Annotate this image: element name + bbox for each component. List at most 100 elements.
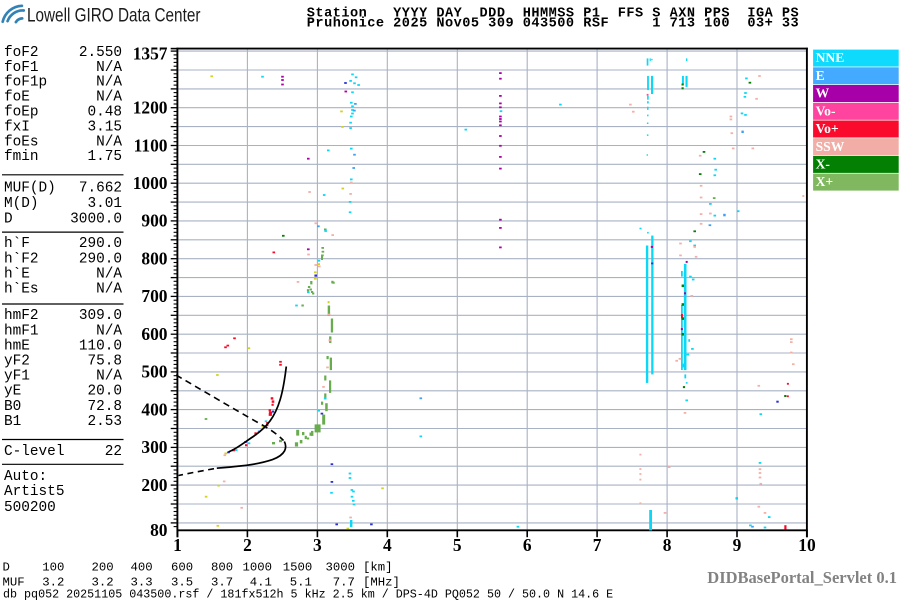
svg-text:3: 3 (313, 535, 322, 555)
svg-text:2: 2 (243, 535, 252, 555)
svg-text:fxI: fxI (4, 119, 30, 135)
svg-text:[MHz]: [MHz] (363, 576, 400, 590)
svg-text:7.662: 7.662 (79, 181, 122, 197)
svg-text:10: 10 (798, 535, 816, 555)
svg-text:D: D (4, 211, 13, 227)
svg-text:[km]: [km] (363, 561, 393, 575)
svg-text:Vo-: Vo- (816, 103, 836, 118)
svg-text:N/A: N/A (96, 369, 122, 385)
svg-text:Lowell GIRO Data Center: Lowell GIRO Data Center (27, 4, 201, 26)
svg-text:3.3: 3.3 (131, 576, 153, 590)
svg-text:Auto:: Auto: (4, 469, 47, 485)
svg-text:yE: yE (4, 384, 21, 400)
svg-text:foE: foE (4, 90, 30, 106)
svg-text:8: 8 (663, 535, 672, 555)
svg-text:290.0: 290.0 (79, 251, 122, 267)
svg-text:3.2: 3.2 (42, 576, 64, 590)
svg-text:3.7: 3.7 (211, 576, 233, 590)
svg-text:400: 400 (141, 399, 167, 419)
svg-text:72.8: 72.8 (87, 399, 122, 415)
svg-text:N/A: N/A (96, 134, 122, 150)
svg-text:3.15: 3.15 (87, 119, 122, 135)
svg-text:SSW: SSW (816, 139, 845, 154)
svg-text:300: 300 (141, 437, 167, 457)
svg-text:foF1p: foF1p (4, 75, 47, 91)
svg-text:1100: 1100 (134, 135, 168, 155)
svg-text:N/A: N/A (96, 282, 122, 298)
svg-text:D: D (3, 561, 10, 575)
svg-text:C-level: C-level (4, 444, 64, 460)
svg-text:Station YYYY DAY DDD HHMMS: Station YYYY DAY DDD HHMMSS P1 FFS S AXN… (307, 7, 799, 22)
svg-text:5: 5 (453, 535, 462, 555)
svg-text:1.75: 1.75 (87, 149, 122, 165)
svg-text:1200: 1200 (133, 98, 168, 118)
svg-text:800: 800 (211, 561, 233, 575)
svg-text:3.2: 3.2 (92, 576, 114, 590)
svg-text:DIDBasePortal_Servlet 0.1: DIDBasePortal_Servlet 0.1 (707, 568, 897, 587)
svg-text:2.53: 2.53 (87, 414, 122, 430)
svg-text:3000: 3000 (326, 561, 356, 575)
svg-text:W: W (816, 86, 830, 101)
svg-text:M(D): M(D) (4, 196, 39, 212)
svg-text:7.7: 7.7 (333, 576, 355, 590)
svg-text:yF2: yF2 (4, 354, 30, 370)
svg-text:N/A: N/A (96, 60, 122, 76)
svg-text:h`F2: h`F2 (4, 251, 39, 267)
svg-text:NNE: NNE (816, 50, 845, 65)
svg-text:22: 22 (105, 444, 122, 460)
svg-text:5.1: 5.1 (290, 576, 312, 590)
svg-text:700: 700 (141, 286, 167, 306)
svg-text:Artist5: Artist5 (4, 484, 64, 500)
svg-text:1500: 1500 (283, 561, 313, 575)
svg-text:2.550: 2.550 (79, 45, 122, 61)
svg-text:h`F: h`F (4, 236, 30, 252)
svg-text:1357: 1357 (133, 44, 168, 64)
svg-text:X-: X- (816, 157, 831, 172)
svg-text:fmin: fmin (4, 149, 39, 165)
svg-text:foEs: foEs (4, 134, 39, 150)
svg-text:7: 7 (593, 535, 602, 555)
svg-text:hmF2: hmF2 (4, 308, 39, 324)
svg-text:h`Es: h`Es (4, 282, 39, 298)
svg-text:yF1: yF1 (4, 369, 30, 385)
svg-text:400: 400 (131, 561, 153, 575)
svg-text:h`E: h`E (4, 266, 30, 282)
svg-text:1: 1 (173, 535, 182, 555)
svg-text:MUF(D): MUF(D) (4, 181, 56, 197)
svg-text:3000.0: 3000.0 (70, 211, 122, 227)
svg-text:X+: X+ (816, 174, 834, 189)
svg-text:600: 600 (141, 324, 167, 344)
svg-text:600: 600 (171, 561, 193, 575)
svg-text:500: 500 (141, 362, 167, 382)
svg-text:900: 900 (141, 211, 167, 231)
svg-text:N/A: N/A (96, 75, 122, 91)
svg-text:db pq052 20251105 043500.rsf /: db pq052 20251105 043500.rsf / 181fx512h… (3, 588, 613, 600)
svg-text:foF2: foF2 (4, 45, 39, 61)
svg-text:hmF1: hmF1 (4, 323, 39, 339)
svg-text:4.1: 4.1 (250, 576, 272, 590)
svg-text:9: 9 (733, 535, 742, 555)
svg-text:1000: 1000 (133, 173, 168, 193)
svg-text:N/A: N/A (96, 266, 122, 282)
svg-text:N/A: N/A (96, 323, 122, 339)
svg-text:3.01: 3.01 (87, 196, 122, 212)
svg-text:Pruhonice 2025 Nov05 309 04350: Pruhonice 2025 Nov05 309 043500 RSF 1 71… (307, 17, 799, 32)
svg-text:4: 4 (383, 535, 392, 555)
svg-text:200: 200 (141, 475, 167, 495)
svg-text:1000: 1000 (243, 561, 273, 575)
svg-text:290.0: 290.0 (79, 236, 122, 252)
svg-text:80: 80 (150, 520, 168, 540)
svg-text:800: 800 (141, 248, 167, 268)
svg-text:200: 200 (92, 561, 114, 575)
svg-text:foEp: foEp (4, 105, 39, 121)
svg-text:3.5: 3.5 (171, 576, 193, 590)
svg-text:500200: 500200 (4, 500, 56, 516)
svg-text:B0: B0 (4, 399, 21, 415)
svg-text:0.48: 0.48 (87, 105, 122, 121)
svg-text:hmE: hmE (4, 338, 30, 354)
svg-text:B1: B1 (4, 414, 21, 430)
svg-text:100: 100 (42, 561, 64, 575)
svg-text:E: E (816, 68, 825, 83)
svg-text:110.0: 110.0 (79, 338, 122, 354)
svg-text:MUF: MUF (3, 576, 25, 590)
